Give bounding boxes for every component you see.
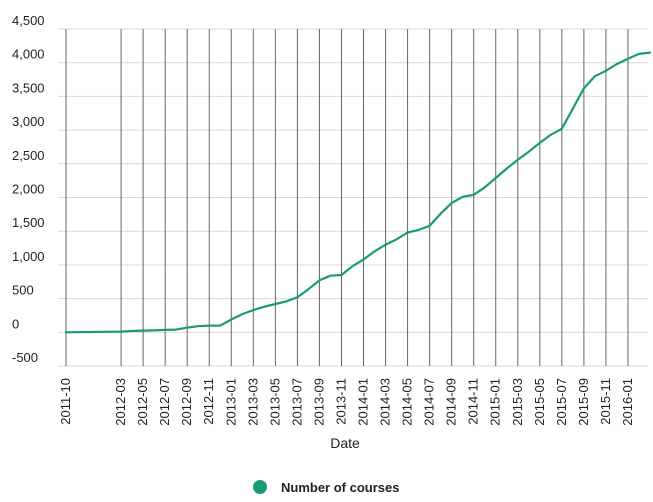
x-tick-label: 2013-01 [223, 378, 238, 426]
y-tick-label: 3,500 [12, 80, 45, 95]
x-tick-label: 2014-01 [356, 378, 371, 426]
legend[interactable]: Number of courses [253, 480, 399, 495]
x-tick-label: 2015-03 [510, 378, 525, 426]
y-tick-label: 0 [12, 316, 19, 331]
x-tick-label: 2013-03 [245, 378, 260, 426]
series-layer [64, 51, 652, 334]
y-tick-label: 4,500 [12, 13, 45, 28]
y-tick-label: 1,000 [12, 249, 45, 264]
y-tick-label: 2,500 [12, 148, 45, 163]
y-tick-label: 2,000 [12, 182, 45, 197]
y-tick-label: 500 [12, 283, 34, 298]
x-tick-label: 2015-05 [532, 378, 547, 426]
x-tick-label: 2014-07 [422, 378, 437, 426]
x-tick-label: 2012-09 [179, 378, 194, 426]
grid [58, 28, 648, 367]
x-tick-label: 2014-05 [400, 378, 415, 426]
x-tick-label: 2013-11 [333, 378, 348, 425]
x-tick-label: 2012-11 [201, 378, 216, 425]
x-tick-label: 2015-11 [598, 378, 613, 425]
x-tick-label: 2012-03 [113, 378, 128, 426]
x-tick-label: 2011-10 [58, 378, 73, 425]
y-axis: -500 0 500 1,000 1,500 2,000 2,500 3,000 3,500 4,… [12, 13, 45, 365]
y-tick-label: -500 [12, 350, 38, 365]
y-tick-label: 3,000 [12, 114, 45, 129]
x-tick-label: 2014-09 [444, 378, 459, 426]
y-tick-label: 1,500 [12, 215, 45, 230]
x-tick-label: 2014-11 [466, 378, 481, 425]
x-tick-label: 2013-07 [289, 378, 304, 426]
vertical-gridlines [65, 29, 629, 366]
x-tick-label: 2015-01 [488, 378, 503, 426]
x-axis-title: Date [330, 435, 360, 451]
x-tick-label: 2014-03 [378, 378, 393, 426]
x-tick-label: 2015-09 [576, 378, 591, 426]
legend-label: Number of courses [281, 480, 399, 495]
x-tick-label: 2012-05 [135, 378, 150, 426]
x-tick-label: 2015-07 [554, 378, 569, 426]
x-tick-label: 2016-01 [620, 378, 635, 426]
x-axis: 2011-10 2012-03 2012-05 2012-07 2012-09 2012-… [58, 378, 635, 426]
series-line-number-of-courses [64, 51, 652, 334]
x-tick-label: 2012-07 [157, 378, 172, 426]
y-tick-label: 4,000 [12, 47, 45, 62]
x-tick-label: 2013-05 [267, 378, 282, 426]
legend-marker [253, 480, 267, 494]
x-tick-label: 2013-09 [311, 378, 326, 426]
